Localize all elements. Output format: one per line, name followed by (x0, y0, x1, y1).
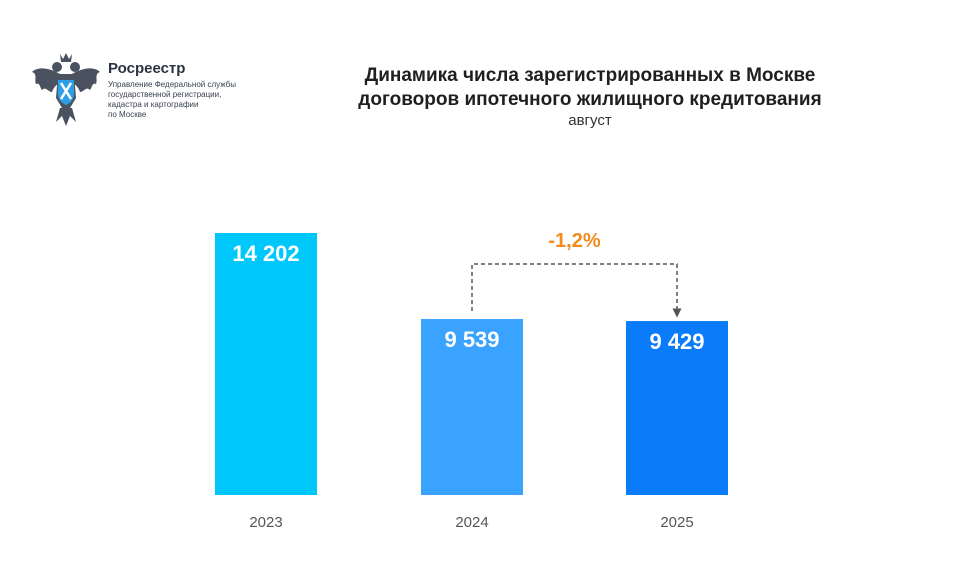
chart-title: Динамика числа зарегистрированных в Моск… (300, 64, 880, 112)
chart-title-line: договоров ипотечного жилищного кредитова… (358, 89, 822, 110)
logo-subtitle: Управление Федеральной службы государств… (108, 80, 278, 120)
logo-subtitle-line: государственной регистрации, (108, 90, 222, 99)
chart-subtitle: август (568, 112, 612, 129)
double-headed-eagle-icon (32, 53, 100, 126)
logo-subtitle-line: кадастра и картографии (108, 100, 199, 109)
logo-subtitle-line: Управление Федеральной службы (108, 80, 236, 89)
bar-2023 (215, 233, 317, 495)
x-tick-label-2024: 2024 (455, 514, 488, 531)
data-label-2023: 14 202 (232, 241, 299, 266)
logo-name: Росреестр (108, 60, 186, 77)
bar-2024 (421, 319, 523, 495)
rosreestr-logo: Росреестр Управление Федеральной службы … (30, 50, 270, 130)
change-arrow (471, 263, 682, 318)
chart-title-line: Динамика числа зарегистрированных в Моск… (364, 65, 816, 86)
bar-2025 (626, 321, 728, 495)
data-label-2024: 9 539 (444, 327, 499, 352)
x-tick-label-2025: 2025 (660, 514, 693, 531)
data-label-2025: 9 429 (649, 329, 704, 354)
change-percent-label: -1,2% (548, 230, 600, 252)
x-tick-label-2023: 2023 (249, 514, 282, 531)
logo-subtitle-line: по Москве (108, 110, 147, 119)
